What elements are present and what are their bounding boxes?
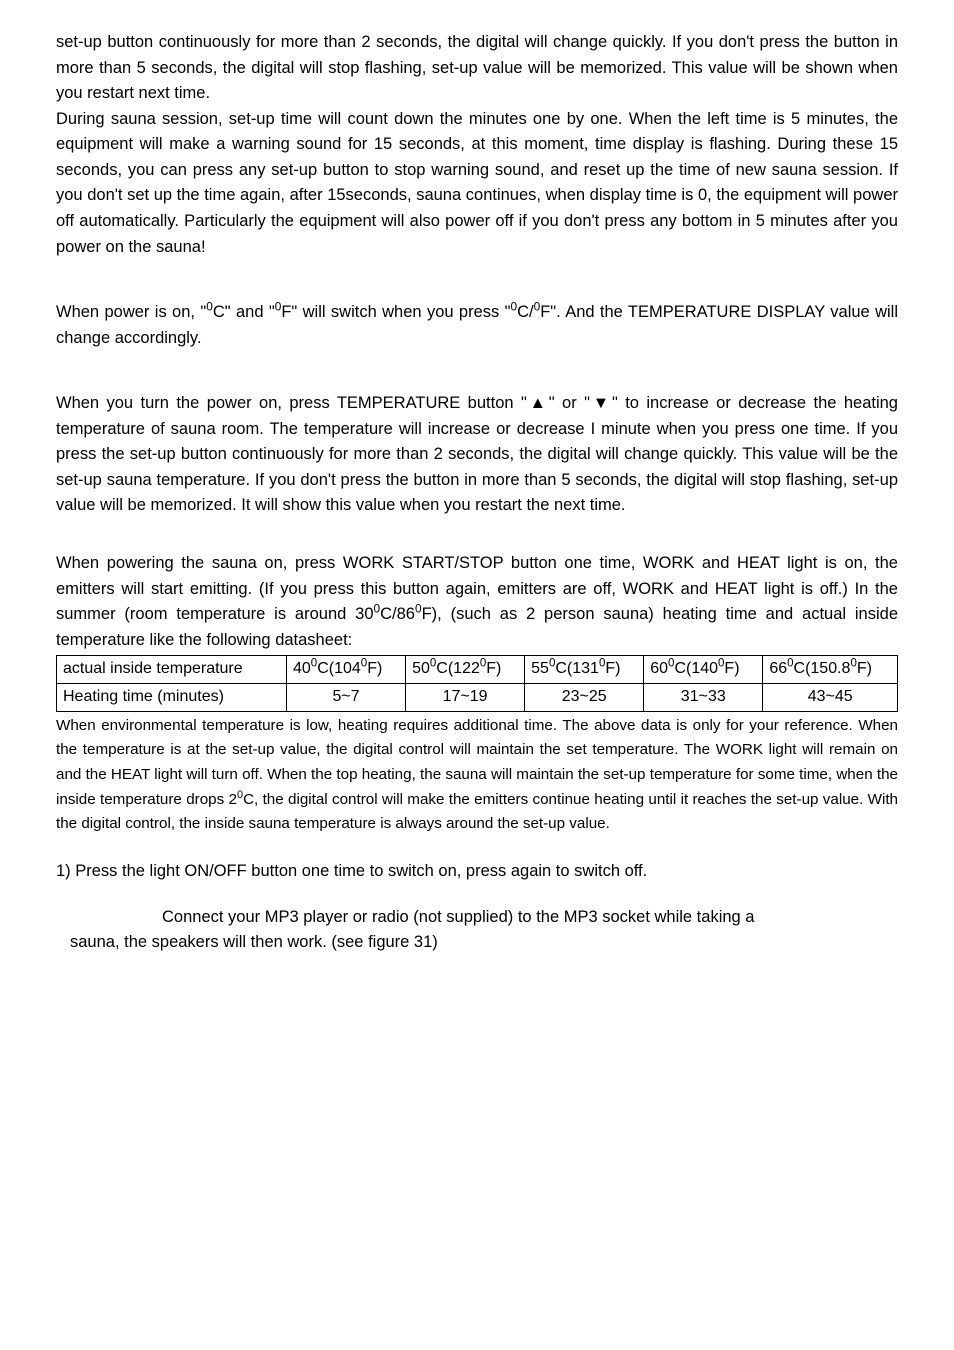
t: 40 xyxy=(293,660,311,677)
t: 50 xyxy=(412,660,430,677)
t: F) xyxy=(605,660,620,677)
paragraph-2: During sauna session, set-up time will c… xyxy=(56,107,898,260)
paragraph-5: When powering the sauna on, press WORK S… xyxy=(56,551,898,653)
cell-value: 17~19 xyxy=(406,684,525,712)
p3-b: C" and " xyxy=(213,303,275,321)
paragraph-3: When power is on, "0C" and "0F" will swi… xyxy=(56,300,898,351)
line-2a: Connect your MP3 player or radio (not su… xyxy=(56,905,898,931)
line-2b: sauna, the speakers will then work. (see… xyxy=(56,930,898,956)
list-item-1: 1) Press the light ON/OFF button one tim… xyxy=(56,859,898,885)
t: 55 xyxy=(531,660,549,677)
t: C(122 xyxy=(436,660,480,677)
cell-value: 23~25 xyxy=(525,684,644,712)
paragraph-6: When environmental temperature is low, h… xyxy=(56,714,898,837)
t: F) xyxy=(857,660,872,677)
p3-c: F" will switch when you press " xyxy=(281,303,510,321)
t: 66 xyxy=(769,660,787,677)
t: F) xyxy=(724,660,739,677)
cell-temp: 500C(1220F) xyxy=(406,656,525,684)
t: C(150.8 xyxy=(794,660,851,677)
paragraph-1: set-up button continuously for more than… xyxy=(56,30,898,107)
t: C(131 xyxy=(555,660,599,677)
t: F) xyxy=(367,660,382,677)
temperature-table: actual inside temperature 400C(1040F) 50… xyxy=(56,655,898,712)
cell-value: 31~33 xyxy=(644,684,763,712)
cell-temp: 600C(1400F) xyxy=(644,656,763,684)
cell-label: actual inside temperature xyxy=(57,656,287,684)
cell-value: 43~45 xyxy=(763,684,898,712)
table-row: actual inside temperature 400C(1040F) 50… xyxy=(57,656,898,684)
cell-label: Heating time (minutes) xyxy=(57,684,287,712)
t: C(140 xyxy=(674,660,718,677)
cell-value: 5~7 xyxy=(287,684,406,712)
cell-temp: 400C(1040F) xyxy=(287,656,406,684)
p3-d: C/ xyxy=(517,303,534,321)
p5-b: C/86 xyxy=(380,605,415,623)
mp3-paragraph: Connect your MP3 player or radio (not su… xyxy=(56,905,898,956)
p3-a: When power is on, " xyxy=(56,303,206,321)
t: C(104 xyxy=(317,660,361,677)
t: F) xyxy=(486,660,501,677)
sup-0: 0 xyxy=(206,300,213,314)
cell-temp: 550C(1310F) xyxy=(525,656,644,684)
cell-temp: 660C(150.80F) xyxy=(763,656,898,684)
table-row: Heating time (minutes) 5~7 17~19 23~25 3… xyxy=(57,684,898,712)
sup-0: 0 xyxy=(415,602,422,616)
paragraph-4: When you turn the power on, press TEMPER… xyxy=(56,391,898,519)
t: 60 xyxy=(650,660,668,677)
